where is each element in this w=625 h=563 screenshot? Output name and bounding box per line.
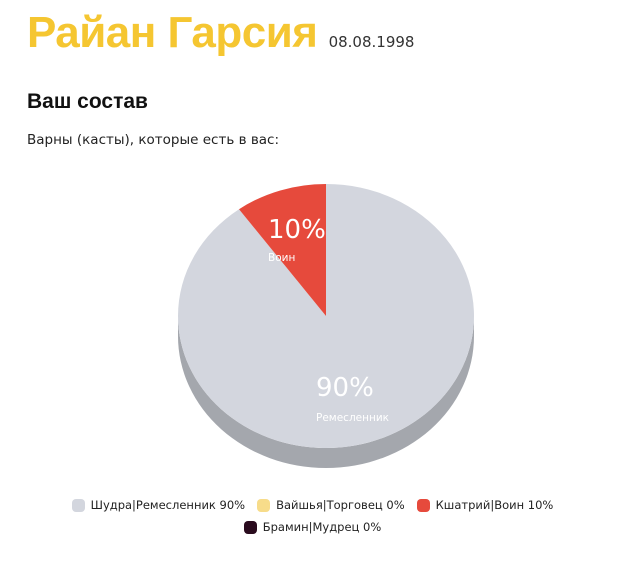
legend-swatch (257, 498, 271, 512)
legend-label: Кшатрий|Воин 10% (435, 498, 554, 512)
birth-date: 08.08.1998 (328, 33, 415, 51)
data-label-role: Воин (268, 252, 295, 264)
legend-swatch (71, 498, 85, 512)
person-name: Райан Гарсия (27, 8, 318, 57)
data-label-role: Ремесленник (316, 412, 389, 424)
section-title: Ваш состав (27, 90, 148, 113)
legend-label: Брамин|Мудрец 0% (262, 520, 382, 534)
pie-slice-kshatriy (239, 184, 326, 316)
page-header: Райан Гарсия 08.08.1998 (27, 8, 414, 58)
legend-item: Брамин|Мудрец 0% (243, 520, 382, 534)
chart-legend: Шудра|Ремесленник 90% Вайшья|Торговец 0% К… (0, 498, 625, 542)
pie-chart: 90% Ремесленник 10% Воин (177, 184, 475, 468)
legend-swatch (416, 498, 430, 512)
legend-label: Шудра|Ремесленник 90% (90, 498, 246, 512)
legend-label: Вайшья|Торговец 0% (276, 498, 405, 512)
legend-item: Шудра|Ремесленник 90% (71, 498, 246, 512)
section-subtitle: Варны (касты), которые есть в вас: (27, 132, 280, 148)
legend-item: Кшатрий|Воин 10% (416, 498, 554, 512)
legend-swatch (243, 520, 257, 534)
data-label-value: 90% (316, 373, 374, 403)
legend-item: Вайшья|Торговец 0% (257, 498, 405, 512)
data-label-value: 10% (268, 215, 326, 245)
